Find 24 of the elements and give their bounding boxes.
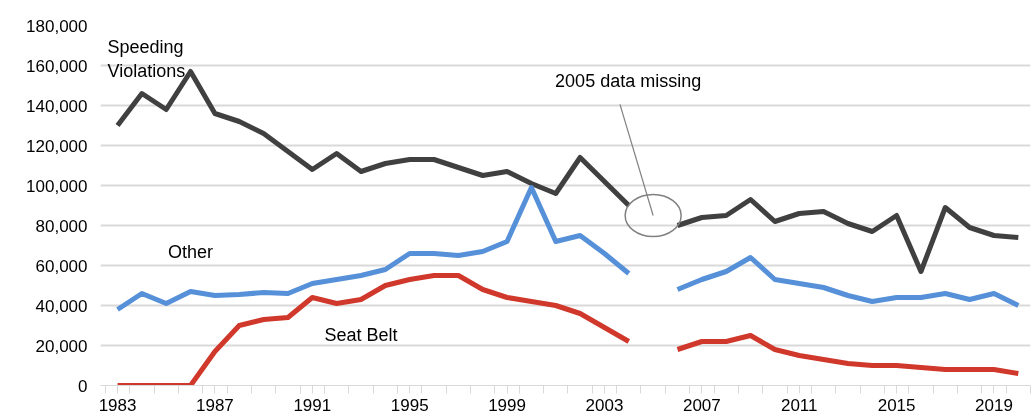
x-tick-label: 1983 [98,395,137,415]
x-tick-label: 1995 [390,395,429,415]
x-tick-label: 2015 [877,395,916,415]
y-tick-label: 80,000 [35,216,88,236]
x-tick-label: 1991 [293,395,332,415]
y-tick-label: 60,000 [35,256,88,276]
y-tick-label: 20,000 [35,336,88,356]
x-tick-label: 1987 [196,395,234,415]
y-tick-label: 160,000 [26,56,88,76]
x-tick-label: 2003 [585,395,624,415]
y-tick-label: 100,000 [26,176,88,196]
x-tick-label: 2007 [682,395,721,415]
series-label: Other [168,241,214,262]
y-tick-label: 140,000 [26,96,88,116]
y-tick-label: 180,000 [26,16,88,36]
x-tick-label: 1999 [488,395,526,415]
y-tick-label: 120,000 [26,136,88,156]
series-label: Speeding Violations [107,36,186,81]
series-label: Seat Belt [324,324,398,345]
x-tick-label: 2019 [975,395,1013,415]
x-tick-label: 2011 [780,395,818,415]
y-tick-label: 40,000 [35,296,88,316]
y-tick-label: 0 [78,376,88,396]
annotation: 2005 data missing [555,70,702,91]
